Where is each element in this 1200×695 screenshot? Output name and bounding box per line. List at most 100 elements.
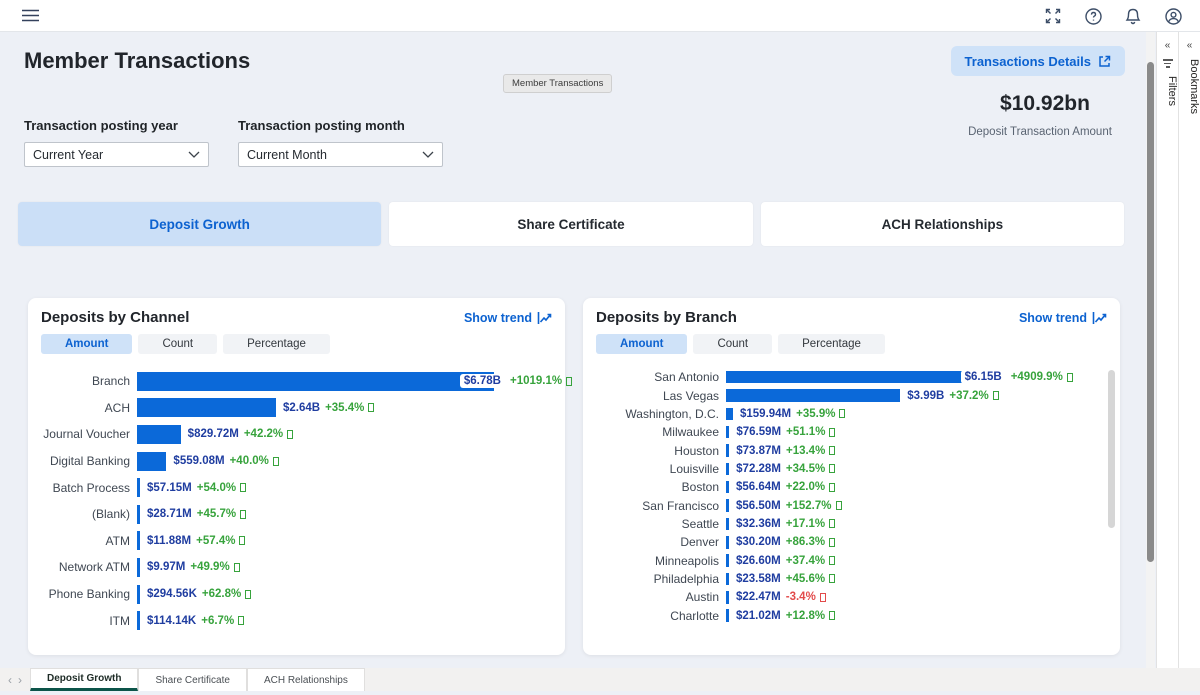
chart-row[interactable]: Branch $6.78B +1019.1% — [41, 368, 573, 395]
bar[interactable] — [726, 425, 730, 439]
external-link-icon — [1099, 55, 1111, 67]
view-tab-count[interactable]: Count — [138, 334, 218, 354]
bar[interactable] — [137, 398, 276, 418]
chart-row[interactable]: Journal Voucher $829.72M +42.2% — [41, 421, 552, 448]
value-label: $114.14K — [147, 614, 197, 627]
view-tabs: Amount Count Percentage — [596, 334, 1107, 354]
change-indicator-glyph — [829, 464, 836, 474]
tab-share-certificate[interactable]: Share Certificate — [389, 202, 753, 246]
view-tab-count[interactable]: Count — [693, 334, 773, 354]
bar[interactable] — [726, 389, 901, 402]
bar[interactable] — [137, 504, 140, 524]
bar[interactable] — [726, 517, 729, 531]
chart-row[interactable]: Batch Process $57.15M +54.0% — [41, 474, 552, 501]
posting-year-dropdown[interactable]: Current Year — [24, 142, 209, 167]
chart-row[interactable]: Louisville $72.28M +34.5% — [596, 460, 1107, 478]
chart-row[interactable]: Milwaukee $76.59M +51.1% — [596, 423, 1107, 441]
posting-month-dropdown[interactable]: Current Month — [238, 142, 443, 167]
chart-scrollbar-thumb[interactable] — [1108, 370, 1115, 528]
chart-row[interactable]: (Blank) $28.71M +45.7% — [41, 501, 552, 528]
bar-area: $28.71M +45.7% — [137, 501, 552, 528]
chart-row[interactable]: Washington, D.C. $159.94M +35.9% — [596, 405, 1107, 423]
account-icon[interactable] — [1164, 7, 1182, 25]
chart-row[interactable]: Network ATM $9.97M +49.9% — [41, 554, 552, 581]
bar[interactable] — [137, 557, 140, 577]
view-tab-percentage[interactable]: Percentage — [778, 334, 885, 354]
view-tab-percentage[interactable]: Percentage — [223, 334, 330, 354]
view-tab-amount[interactable]: Amount — [596, 334, 688, 354]
menu-icon[interactable] — [22, 9, 39, 22]
page-scrollbar-thumb[interactable] — [1147, 62, 1154, 562]
chart-row[interactable]: Austin $22.47M -3.4% — [596, 588, 1107, 606]
value-label: $72.28M — [736, 462, 781, 475]
chart-row[interactable]: ITM $114.14K +6.7% — [41, 607, 552, 634]
category-label: Austin — [685, 590, 719, 605]
bar[interactable] — [726, 591, 729, 604]
category-label: Minneapolis — [654, 553, 719, 568]
chart-row[interactable]: Las Vegas $3.99B +37.2% — [596, 386, 1107, 404]
change-indicator-glyph — [829, 574, 836, 584]
chevron-down-icon — [422, 151, 434, 158]
chart-row[interactable]: Houston $73.87M +13.4% — [596, 441, 1107, 459]
bar-area: $57.15M +54.0% — [137, 474, 552, 501]
posting-year-label: Transaction posting year — [24, 118, 178, 133]
bar[interactable] — [726, 572, 729, 586]
change-indicator-glyph — [829, 519, 836, 529]
bar[interactable] — [726, 499, 729, 512]
change-indicator-glyph — [829, 537, 836, 547]
view-tab-amount[interactable]: Amount — [41, 334, 133, 354]
tab-ach-relationships[interactable]: ACH Relationships — [760, 202, 1124, 246]
bar[interactable] — [137, 424, 181, 444]
chart-row[interactable]: Digital Banking $559.08M +40.0% — [41, 448, 552, 475]
chart-row[interactable]: Minneapolis $26.60M +37.4% — [596, 551, 1107, 569]
bar[interactable] — [726, 536, 729, 549]
category-label: Branch — [91, 374, 130, 389]
chart-row[interactable]: Philadelphia $23.58M +45.6% — [596, 570, 1107, 588]
page-tab-deposit-growth[interactable]: Deposit Growth — [30, 668, 139, 691]
top-app-bar — [0, 0, 1200, 32]
transactions-details-button[interactable]: Transactions Details — [950, 46, 1125, 76]
next-page-icon[interactable]: › — [18, 672, 22, 687]
show-trend-link[interactable]: Show trend — [464, 311, 552, 325]
chart-row[interactable]: ATM $11.88M +57.4% — [41, 528, 552, 555]
bar[interactable] — [137, 451, 167, 471]
fullscreen-icon[interactable] — [1044, 7, 1062, 25]
bar-area: $829.72M +42.2% — [137, 421, 552, 448]
expand-filters-icon[interactable]: « — [1164, 40, 1171, 51]
change-indicator-glyph — [829, 446, 836, 456]
chart-row[interactable]: San Francisco $56.50M +152.7% — [596, 496, 1107, 514]
bar[interactable] — [726, 554, 729, 567]
bar[interactable] — [726, 444, 730, 457]
bar[interactable] — [137, 531, 140, 551]
bar-area: $21.02M +12.8% — [726, 606, 1107, 624]
page-tab-share-certificate[interactable]: Share Certificate — [138, 668, 247, 691]
category-label: Boston — [681, 480, 719, 495]
chart-row[interactable]: ACH $2.64B +35.4% — [41, 395, 552, 422]
bar[interactable] — [726, 609, 729, 622]
bar[interactable] — [137, 584, 140, 604]
page-scrollbar-track[interactable] — [1146, 32, 1155, 668]
bar[interactable] — [726, 407, 733, 421]
category-label: Denver — [680, 535, 719, 550]
chart-row[interactable]: Seattle $32.36M +17.1% — [596, 515, 1107, 533]
prev-page-icon[interactable]: ‹ — [8, 672, 12, 687]
bar[interactable] — [137, 478, 140, 498]
bar[interactable] — [137, 611, 140, 631]
notifications-icon[interactable] — [1124, 7, 1142, 25]
bar[interactable] — [137, 371, 494, 391]
bar[interactable] — [726, 462, 730, 476]
page-tab-ach-relationships[interactable]: ACH Relationships — [246, 668, 365, 691]
expand-bookmarks-icon[interactable]: « — [1186, 40, 1193, 51]
bar[interactable] — [726, 480, 729, 494]
chart-row[interactable]: Phone Banking $294.56K +62.8% — [41, 581, 552, 608]
chart-row[interactable]: Denver $30.20M +86.3% — [596, 533, 1107, 551]
chart-row[interactable]: Boston $56.64M +22.0% — [596, 478, 1107, 496]
value-label: $6.78B — [459, 374, 505, 389]
chart-row[interactable]: Charlotte $21.02M +12.8% — [596, 606, 1107, 624]
chart-row[interactable]: San Antonio $6.15B +4909.9% — [596, 368, 1107, 386]
bar[interactable] — [726, 370, 995, 384]
help-icon[interactable] — [1084, 7, 1102, 25]
show-trend-link[interactable]: Show trend — [1019, 311, 1107, 325]
tab-deposit-growth[interactable]: Deposit Growth — [18, 202, 382, 246]
bar-area: $6.78B +1019.1% — [137, 368, 573, 395]
